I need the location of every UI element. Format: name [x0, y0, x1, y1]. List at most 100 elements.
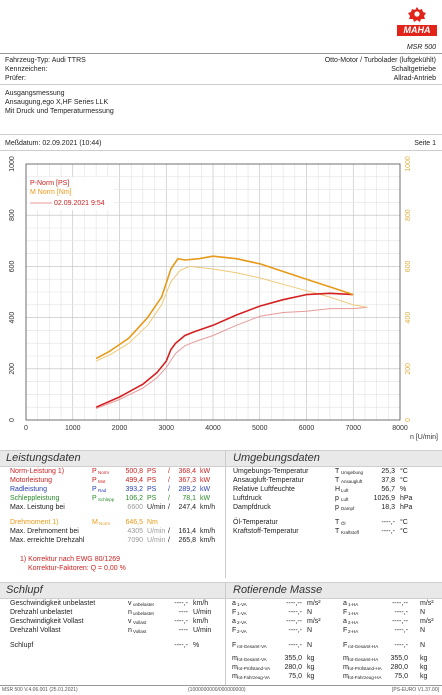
max_rpm-separator: /	[168, 537, 170, 544]
legend-background	[28, 177, 114, 210]
rot-symbol: m	[232, 673, 238, 680]
leistung-value-1: 393,2	[125, 486, 143, 493]
tester-label: Prüfer:	[5, 75, 27, 82]
leistung-unit-1: PS	[147, 486, 157, 493]
model-label: MSR 500	[406, 44, 436, 51]
rot-unit: m/s²	[307, 618, 321, 625]
umgebung-symbol: T	[335, 477, 340, 484]
leistung-subscript: Rad	[98, 488, 107, 493]
rot-unit: m/s²	[420, 600, 434, 607]
schlupf-unit: km/h	[193, 618, 209, 625]
rot-subscript: rot-Gesamt-VA	[237, 657, 267, 662]
rot-value: ----,-	[394, 609, 408, 616]
torque_rpm-separator: /	[168, 528, 170, 535]
footer-right: [PS-EURO V1.37.00]	[392, 687, 439, 693]
schlupf-unit: km/h	[193, 600, 209, 607]
note-line-3: Mit Druck und Temperaturmessung	[5, 108, 114, 115]
x-axis-label: n [U/min]	[410, 434, 438, 441]
rot-symbol: m	[343, 655, 349, 662]
x-tick-label: 8000	[392, 425, 408, 432]
leistung-unit-1: PS	[147, 477, 157, 484]
umgebung-symbol: T	[335, 519, 340, 526]
umgebung-unit: °C	[400, 528, 408, 535]
rotierende-title: Rotierende Masse	[233, 584, 323, 596]
rot-value: ----,--	[286, 600, 302, 607]
rot-value: ----,-	[288, 609, 302, 616]
schlupf-label: Geschwindigkeit Vollast	[10, 618, 84, 625]
footer-center: (1000000000/000000000)	[188, 687, 246, 693]
rot-symbol: m	[343, 664, 349, 671]
rot-subscript: 2-HA	[348, 629, 359, 634]
x-tick-label: 4000	[205, 425, 221, 432]
umgebung-value: 37,8	[381, 477, 395, 484]
footer-left: MSR 500 V.4.06.001 (25.01.2021)	[2, 687, 78, 693]
y-left-tick-label: 400	[9, 312, 16, 324]
umgebung-value: 25,3	[381, 468, 395, 475]
leistung-subscript: Norm	[98, 470, 109, 475]
korrektur-note: 1) Korrektur nach EWG 80/1269	[20, 556, 120, 563]
rot-unit: N	[420, 642, 426, 649]
rot-unit: N	[307, 609, 313, 616]
umgebung-label: Luftdruck	[233, 495, 262, 502]
rot-value: ----,-	[394, 627, 408, 634]
umgebung-symbol: H	[335, 486, 341, 493]
torque_rpm-value-1: 4305	[127, 528, 143, 535]
leistung-unit-2: km/h	[200, 504, 216, 511]
rot-symbol: m	[343, 673, 349, 680]
rot-unit: N	[420, 609, 426, 616]
umgebung-title: Umgebungsdaten	[233, 452, 320, 464]
leistung-value-2: 247,4	[178, 504, 196, 511]
leistung-value-1: 500,8	[125, 468, 143, 475]
leistung-label: Motorleistung	[10, 477, 53, 484]
umgebung-unit: %	[400, 486, 407, 493]
schlupf-value: ----,-	[174, 600, 188, 607]
umgebung-symbol: p	[335, 495, 339, 502]
umgebung-label: Umgebungs-Temperatur	[233, 468, 309, 475]
leistung-symbol: P	[92, 486, 97, 493]
leistung-label: Schleppleistung	[10, 495, 60, 502]
y-right-tick-label: 0	[405, 418, 412, 422]
umgebung-value: 56,7	[381, 486, 395, 493]
x-tick-label: 5000	[252, 425, 268, 432]
leistung-unit-2: kW	[200, 477, 211, 484]
chart-legend: P-Norm [PS] M Norm [Nm] 02.09.2021 9:54	[28, 177, 114, 210]
schlupf-label: Geschwindigkeit unbelastet	[10, 600, 96, 607]
rot-unit: kg	[420, 664, 428, 671]
legend-label-reference: 02.09.2021 9:54	[54, 200, 105, 207]
rot-symbol: F	[343, 609, 348, 616]
leistung-subscript: Mot	[98, 479, 106, 484]
note-line-2: Ansaugung,ego X,HF Series LLK	[5, 99, 109, 106]
gearbox-type: Schaltgetriebe	[391, 66, 436, 73]
section-header-row-2: Schlupf Rotierende Masse	[0, 582, 442, 599]
y-right-tick-label: 800	[405, 209, 412, 221]
leistung-symbol: P	[92, 477, 97, 484]
x-tick-label: 3000	[158, 425, 174, 432]
y-left-tick-label: 1000	[9, 156, 16, 172]
korrektur-factors: Korrektur-Faktoren: Q = 0,00 %	[28, 565, 126, 572]
rot-symbol: m	[232, 664, 238, 671]
leistung-unit-2: kW	[200, 486, 211, 493]
rot-subscript: rot-Fahrzeug-VA	[237, 675, 270, 680]
schlupf-value: ----,-	[174, 642, 188, 649]
rot-unit: N	[420, 627, 426, 634]
rot-unit: kg	[420, 655, 428, 662]
umgebung-label: Relative Luftfeuchte	[233, 486, 295, 493]
rot-value: 355,0	[284, 655, 302, 662]
y-left-tick-label: 200	[9, 363, 16, 375]
umgebung-subscript: Dampf	[341, 506, 355, 511]
rot-unit: kg	[307, 673, 315, 680]
schlupf-label: Drehzahl Vollast	[10, 627, 61, 634]
measurement-date: Meßdatum: 02.09.2021 (10:44)	[5, 140, 102, 147]
umgebung-value: 18,3	[381, 504, 395, 511]
rot-subscript: 2-HA	[348, 620, 359, 625]
umgebung-symbol: p	[335, 504, 339, 511]
leistung-symbol: P	[92, 495, 97, 502]
rot-symbol: a	[343, 600, 347, 607]
torque_rpm-unit-1: U/min	[147, 528, 166, 535]
schlupf-unit: U/min	[193, 627, 212, 634]
leistung-separator: /	[168, 468, 170, 475]
max_rpm-value-1: 7090	[127, 537, 143, 544]
rot-subscript: 1-VA	[237, 611, 247, 616]
note-line-1: Ausgangsmessung	[5, 90, 65, 97]
